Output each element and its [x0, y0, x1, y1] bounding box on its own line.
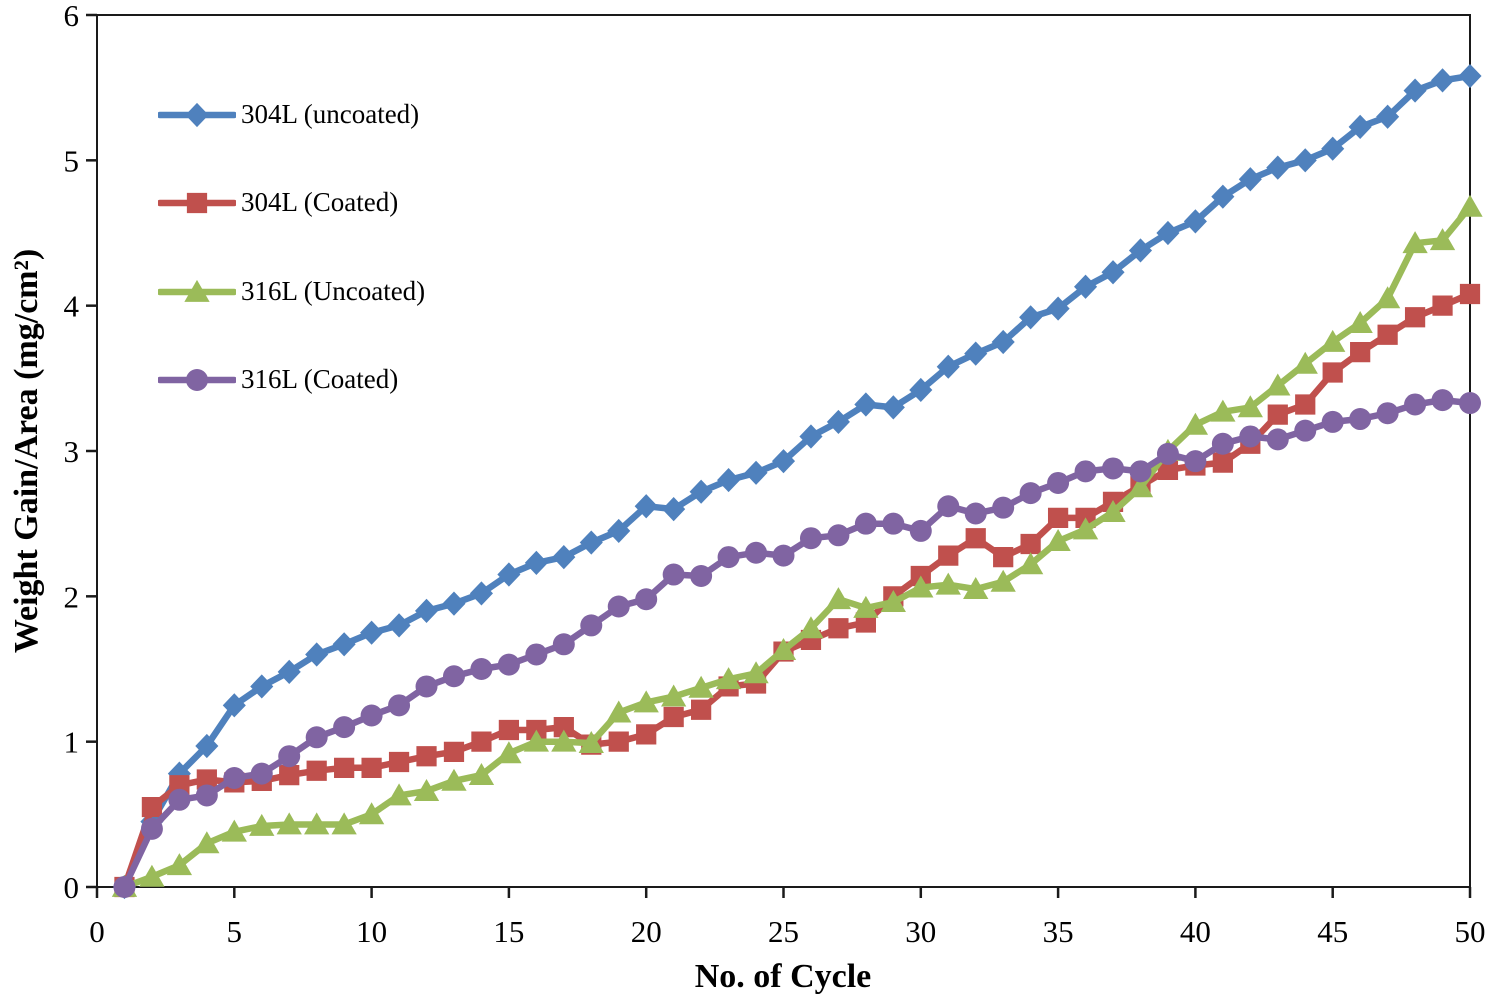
legend-item-304l-coated: 304L (Coated) — [158, 187, 398, 218]
series-markers-304l-coated — [114, 283, 1481, 898]
legend-label: 316L (Uncoated) — [241, 276, 426, 306]
y-tick-label: 3 — [64, 434, 80, 469]
x-tick-label: 10 — [356, 914, 387, 949]
legend-marker — [185, 102, 209, 127]
legend-marker — [186, 192, 208, 213]
y-axis-title: Weight Gain/Area (mg/cm²) — [8, 248, 45, 654]
y-tick-label: 1 — [64, 725, 80, 760]
x-tick-label: 0 — [89, 914, 105, 949]
x-axis-title: No. of Cycle — [694, 958, 872, 995]
legend-marker — [184, 279, 210, 302]
legend-marker-square-icon — [158, 192, 236, 213]
x-tick-label: 35 — [1043, 914, 1074, 949]
x-tick-label: 5 — [227, 914, 243, 949]
x-tick-label: 20 — [631, 914, 662, 949]
x-tick-label: 15 — [493, 914, 524, 949]
legend-marker-diamond-icon — [158, 102, 236, 127]
x-tick-label: 50 — [1455, 914, 1486, 949]
y-tick-label: 0 — [64, 870, 80, 905]
y-tick-label: 6 — [64, 0, 80, 33]
x-tick-label: 30 — [905, 914, 936, 949]
x-tick-label: 25 — [768, 914, 799, 949]
legend-marker-circle-icon — [158, 368, 236, 391]
y-tick-label: 5 — [64, 143, 80, 178]
legend-item-304l-uncoated: 304L (uncoated) — [158, 99, 419, 130]
legend-marker — [186, 368, 208, 391]
x-tick-label: 40 — [1180, 914, 1211, 949]
legend-marker-triangle-icon — [158, 279, 236, 302]
legend-item-316l-uncoated: 316L (Uncoated) — [158, 276, 425, 307]
legend-label: 304L (uncoated) — [241, 99, 420, 129]
legend-label: 316L (Coated) — [241, 364, 399, 394]
y-tick-label: 4 — [64, 289, 80, 324]
legend-item-316l-coated: 316L (Coated) — [158, 364, 398, 395]
legend-label: 304L (Coated) — [241, 187, 399, 217]
y-tick-label: 2 — [64, 579, 80, 614]
x-tick-label: 45 — [1317, 914, 1348, 949]
